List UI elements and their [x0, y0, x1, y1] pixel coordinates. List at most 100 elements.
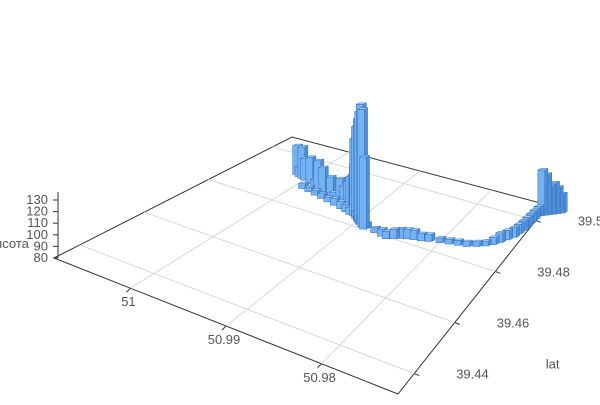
x-tick-label: 51	[121, 294, 135, 309]
bar-top	[323, 195, 334, 198]
bar-top	[403, 227, 414, 230]
bar-front	[403, 229, 411, 240]
bars	[292, 102, 568, 247]
bar-side	[502, 230, 506, 243]
bar-top	[530, 208, 541, 211]
bar-top	[318, 165, 329, 169]
bar-top	[359, 155, 370, 158]
z-tick-label: 80	[34, 250, 48, 265]
bar-top	[537, 168, 548, 171]
bar-top	[357, 107, 368, 110]
bar-top	[489, 235, 500, 238]
bar-front	[462, 241, 471, 247]
bar-front	[310, 190, 319, 196]
bar-top	[313, 158, 324, 162]
bar	[502, 228, 513, 241]
bar-front	[435, 237, 444, 244]
bar-side	[529, 215, 533, 228]
bar	[444, 237, 456, 245]
x-tick-label: 50.99	[208, 332, 241, 347]
bar-front	[417, 233, 425, 242]
bar-front	[317, 193, 325, 199]
y-tick	[495, 270, 501, 274]
x-tick	[221, 325, 227, 331]
bar-front	[298, 183, 306, 189]
bar-top	[435, 236, 447, 239]
bar-side	[556, 180, 560, 215]
bar-front	[370, 227, 378, 233]
gridline-x	[225, 170, 421, 327]
bar-front	[389, 228, 398, 239]
x-tick	[317, 363, 322, 369]
y-tick-label: 39.44	[456, 367, 489, 382]
bar-front	[409, 229, 418, 240]
bar-top	[409, 228, 421, 231]
bar-top	[310, 188, 322, 191]
bar-top	[370, 225, 381, 229]
bar-top	[298, 181, 309, 184]
bar-top	[518, 219, 529, 222]
bar-top	[326, 175, 337, 178]
bar-side	[544, 167, 549, 217]
bar	[453, 238, 465, 246]
bar-side	[560, 185, 564, 215]
bar	[424, 232, 436, 242]
bar-top	[526, 211, 537, 214]
bar-side	[548, 172, 552, 216]
bar-top	[356, 102, 367, 105]
bar-side	[552, 183, 556, 216]
y-tick	[454, 322, 460, 325]
bar-top	[533, 204, 545, 207]
z-tick-label: 110	[27, 215, 48, 230]
bar-side	[509, 228, 513, 241]
bar-top	[424, 232, 436, 235]
x-tick-label: 50.98	[303, 370, 336, 385]
y-axis-title: lat	[546, 356, 560, 371]
bar-side	[536, 208, 541, 221]
bar	[435, 235, 447, 244]
bar-top	[495, 231, 506, 234]
bar-top	[462, 239, 474, 242]
bar-top	[317, 191, 328, 194]
y-tick-label: 39.46	[497, 315, 530, 330]
bar-top	[389, 227, 400, 230]
bar-top	[305, 155, 316, 158]
z-tick-label: 120	[26, 204, 48, 219]
axes	[53, 192, 542, 377]
bar-side	[563, 191, 568, 214]
bar-front	[318, 167, 326, 193]
bar	[359, 155, 370, 230]
bar-side	[540, 204, 545, 217]
z-tick-label: 90	[34, 238, 48, 253]
bar	[480, 239, 492, 247]
bar-top	[472, 239, 483, 242]
y-tick-label: 39.5	[578, 213, 600, 228]
axis-labels: 50.98 50.99 51 39.44 39.46 39.48 39.5 lat 809010…	[0, 192, 600, 385]
bar-top	[304, 185, 315, 188]
bar-side	[516, 225, 520, 238]
z-tick-label: 130	[26, 192, 48, 207]
z-tick-label: 100	[26, 227, 48, 242]
bar-side	[520, 222, 525, 235]
gridline-y	[79, 244, 415, 375]
bar-top	[330, 196, 341, 199]
bar	[472, 239, 484, 247]
floor-grid	[52, 136, 549, 395]
bar-front	[453, 240, 462, 246]
y-tick	[535, 219, 542, 223]
bar-front	[359, 156, 367, 230]
bar-side	[366, 155, 370, 230]
gridline-y	[208, 179, 496, 272]
bar	[537, 167, 549, 217]
bar-top	[417, 231, 428, 234]
bar-top	[297, 145, 309, 148]
bar-top	[514, 222, 525, 225]
bar-side	[533, 211, 537, 224]
bar-front	[329, 197, 338, 206]
bar-front	[472, 241, 481, 247]
bar-side	[396, 227, 401, 240]
bar-top	[509, 225, 520, 228]
x-tick	[126, 287, 131, 293]
